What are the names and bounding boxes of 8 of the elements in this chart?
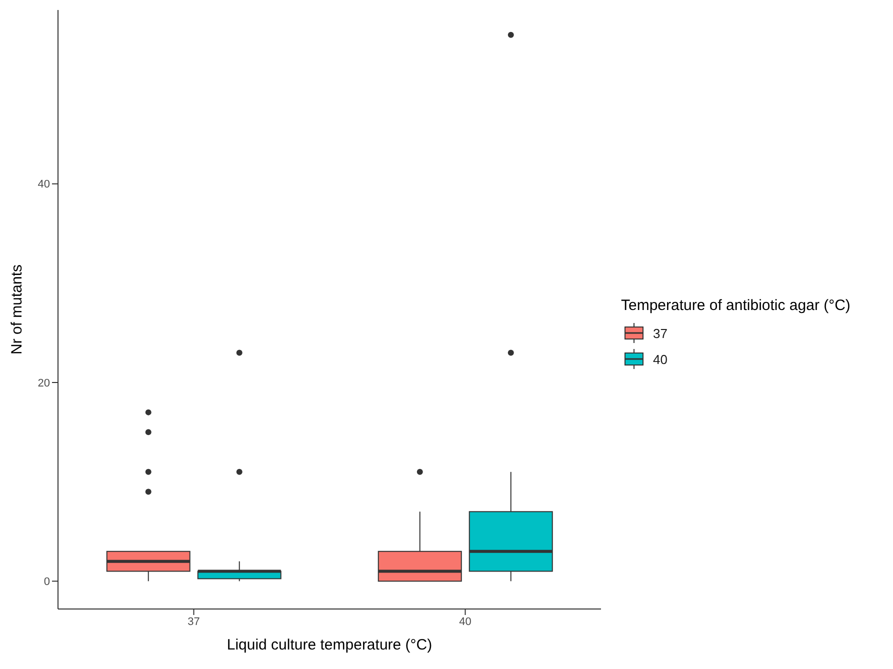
y-tick-label: 0: [44, 576, 50, 588]
x-axis-title: Liquid culture temperature (°C): [226, 636, 432, 654]
y-tick-label: 40: [38, 178, 50, 191]
legend-label: 40: [653, 352, 668, 366]
y-tick-label: 20: [38, 377, 50, 390]
legend-title: Temperature of antibiotic agar (°C): [621, 297, 852, 314]
legend-label: 37: [653, 326, 668, 340]
y-axis-title: Nr of mutants: [8, 264, 26, 355]
